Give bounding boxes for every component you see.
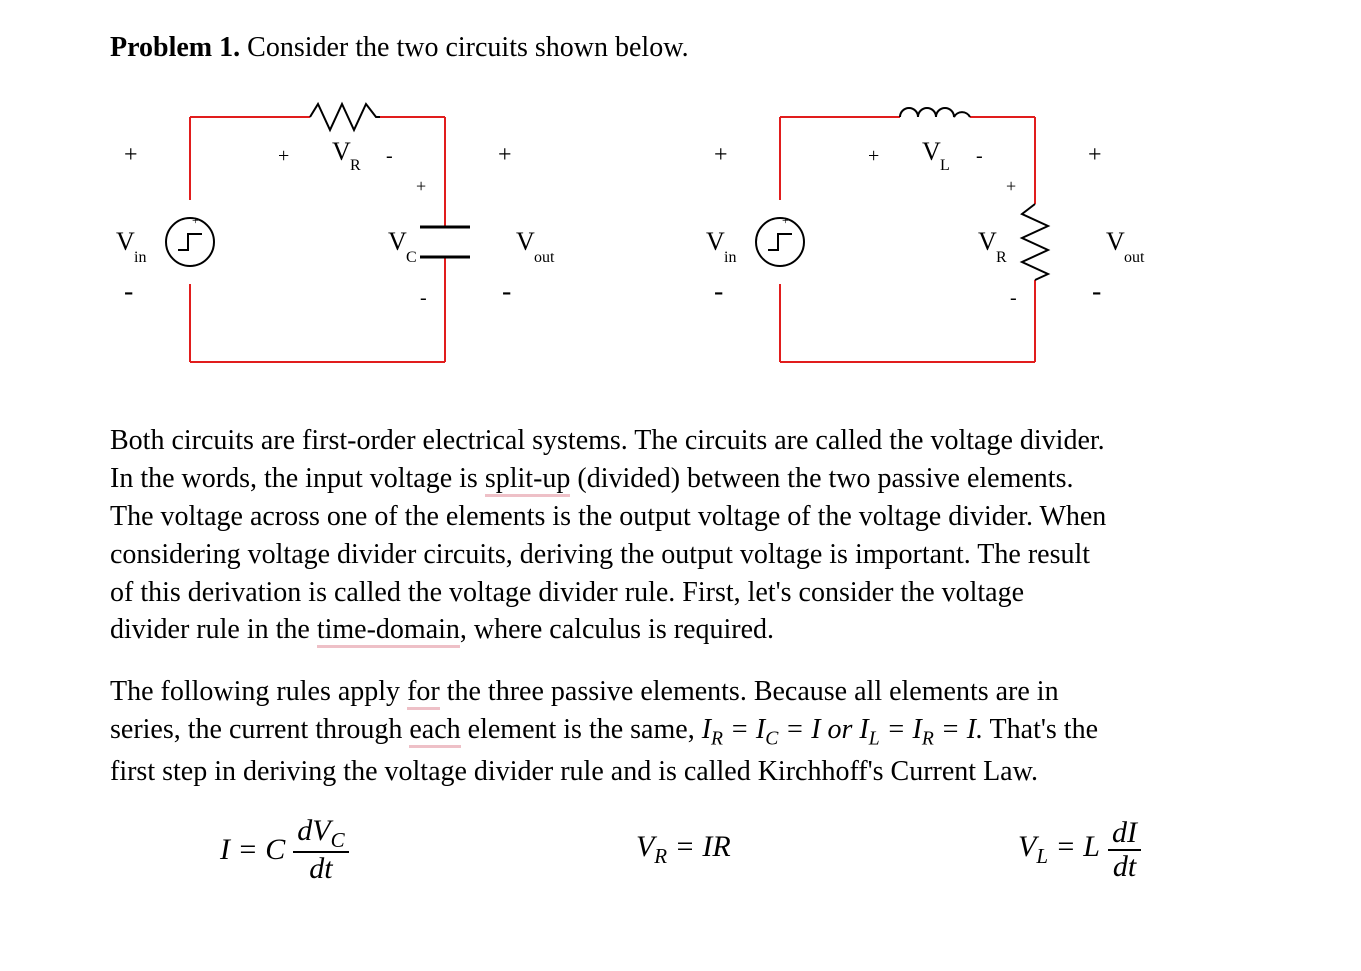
svg-text:+: + [1088, 142, 1102, 168]
equation-resistor: VR = IR [636, 830, 731, 869]
problem-text: Consider the two circuits shown below. [240, 32, 688, 63]
svg-text:-: - [386, 145, 393, 167]
svg-text:V: V [978, 227, 997, 256]
svg-text:+: + [782, 213, 789, 227]
page: Problem 1. Consider the two circuits sho… [0, 0, 1361, 971]
svg-text:V: V [332, 137, 351, 166]
svg-text:+: + [498, 142, 512, 168]
equations-row: I = C dVC dt VR = IR VL = L dI dt [110, 815, 1251, 885]
svg-text:-: - [1010, 287, 1017, 309]
svg-text:+: + [278, 145, 289, 167]
svg-text:V: V [116, 227, 135, 256]
svg-text:-: - [783, 257, 787, 271]
vin-minus: - [124, 276, 133, 307]
svg-text:-: - [502, 276, 511, 307]
svg-text:-: - [976, 145, 983, 167]
para2-c: element is the same, [461, 714, 702, 745]
svg-text:R: R [350, 157, 361, 174]
circuit-lr: + - + - + - + - + - V in V L V R V out [690, 92, 1160, 382]
svg-text:-: - [714, 276, 723, 307]
svg-text:V: V [388, 227, 407, 256]
svg-text:+: + [1006, 176, 1016, 196]
equation-capacitor: I = C dVC dt [220, 815, 349, 885]
svg-text:out: out [1124, 249, 1145, 266]
para1-c: , where calculus is required. [460, 614, 774, 645]
para2-a: The following rules apply [110, 676, 407, 707]
svg-text:-: - [193, 257, 197, 271]
circuits-row: + - + - + - + - + - V in V R V C [100, 92, 1251, 382]
eq1-lhs: I = C [220, 833, 285, 867]
paragraph-1: Both circuits are first-order electrical… [110, 422, 1110, 649]
svg-text:in: in [724, 249, 736, 266]
svg-text:C: C [406, 249, 417, 266]
para2-for: for [407, 676, 440, 710]
para1-split: split-up [485, 463, 571, 497]
eq1-frac: dVC dt [293, 815, 348, 885]
svg-text:V: V [706, 227, 725, 256]
svg-text:-: - [420, 287, 427, 309]
vin-plus: + [124, 142, 138, 168]
circuit-rc: + - + - + - + - + - V in V R V C [100, 92, 570, 382]
para2-each: each [409, 714, 460, 748]
svg-text:out: out [534, 249, 555, 266]
problem-label: Problem 1. [110, 32, 240, 63]
svg-text:L: L [940, 157, 950, 174]
svg-text:R: R [996, 249, 1007, 266]
para1-time: time-domain [317, 614, 460, 648]
svg-text:+: + [868, 145, 879, 167]
svg-text:+: + [416, 176, 426, 196]
svg-text:-: - [1092, 276, 1101, 307]
paragraph-2: The following rules apply for the three … [110, 673, 1110, 791]
svg-text:V: V [1106, 227, 1125, 256]
svg-text:in: in [134, 249, 146, 266]
svg-text:+: + [714, 142, 728, 168]
svg-text:V: V [922, 137, 941, 166]
inline-eq: IR = IC = I or IL = IR = I. [702, 714, 983, 745]
eq3-frac: dI dt [1108, 817, 1141, 882]
svg-text:V: V [516, 227, 535, 256]
problem-heading: Problem 1. Consider the two circuits sho… [110, 30, 1251, 66]
svg-text:+: + [192, 213, 199, 227]
equation-inductor: VL = L dI dt [1018, 817, 1141, 882]
